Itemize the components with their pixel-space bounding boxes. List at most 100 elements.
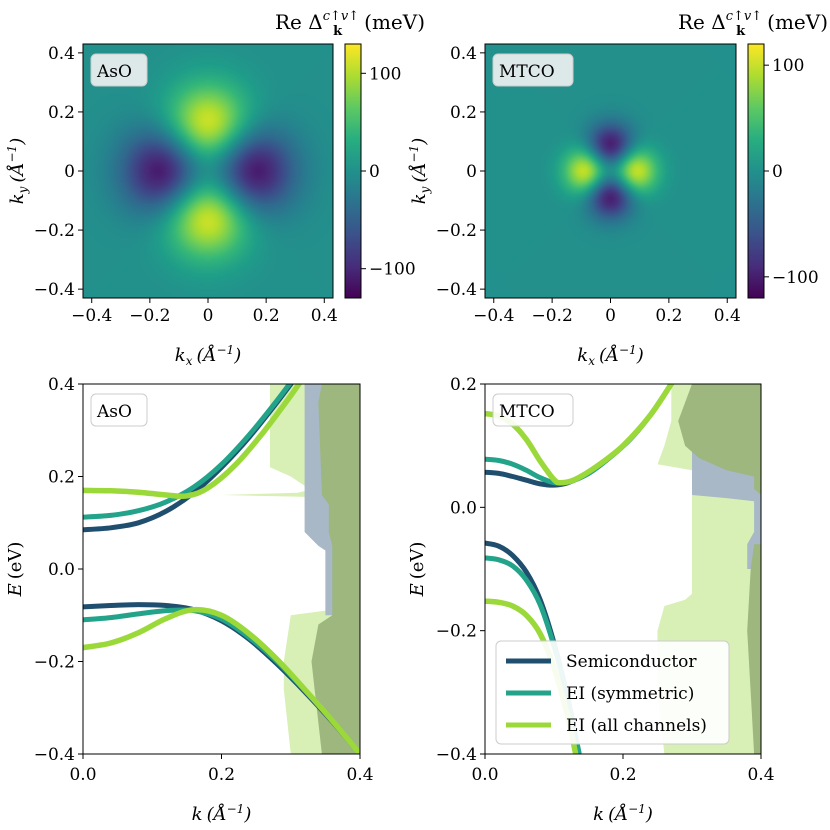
- x-axis-label-unit: (Å: [196, 344, 216, 366]
- band-panel-mtco: 0.0 0.2 0.4 −0.4 −0.2 0.0 0.2 k (Å−1) E (eV) MTCO Se…: [407, 375, 775, 825]
- y-tick-label: 0.2: [450, 375, 477, 395]
- heatmap-panel-aso: −0.4 −0.2 0 0.2 0.4−0.4−0.200.20.4kx (Å−1)ky(…: [5, 9, 425, 368]
- panel-label: MTCO: [499, 62, 555, 82]
- y-axis-label-unit: (eV): [407, 542, 428, 580]
- y-tick-label: 0.4: [48, 44, 75, 64]
- colorbar: [747, 43, 765, 299]
- y-tick-label: −0.2: [436, 622, 477, 642]
- y-axis-label-symbol: k: [7, 193, 28, 204]
- x-tick-label: 0.4: [747, 765, 774, 785]
- x-axis-label-symbol: k: [593, 804, 604, 825]
- y-axis-label-symbol: E: [407, 583, 428, 597]
- panel-label: AsO: [96, 62, 132, 82]
- x-axis-label: kx (Å−1): [577, 343, 643, 368]
- y-tick-label: 0.2: [48, 103, 75, 123]
- x-axis-label-symbol: k: [577, 345, 588, 366]
- dos-fill-fill-dark-green: [311, 384, 360, 754]
- colorbar-tick-label: 100: [369, 64, 401, 84]
- colorbar-tick-label: 0: [772, 162, 783, 182]
- x-axis-label: k (Å−1): [593, 802, 653, 825]
- panel-label-box: [90, 393, 148, 427]
- plot-area: [83, 384, 360, 754]
- x-axis-label: k (Å−1): [192, 802, 252, 825]
- colorbar-title-superscript: c↑v↑: [323, 9, 359, 24]
- colorbar-title-main: Re Δ: [678, 10, 726, 34]
- legend-label-semiconductor: Semiconductor: [566, 652, 697, 672]
- x-tick-label: −0.4: [473, 306, 514, 326]
- y-tick-label: −0.2: [34, 221, 75, 241]
- y-tick-label: −0.4: [34, 280, 75, 300]
- y-axis-label-unit: (Å: [408, 163, 430, 183]
- legend-label-ei-all: EI (all channels): [566, 716, 707, 736]
- panel-label-box: [90, 53, 148, 87]
- y-axis-label-symbol: E: [5, 583, 26, 597]
- legend-label-ei-symmetric: EI (symmetric): [566, 684, 694, 704]
- dos-fill-fill-dark-green: [747, 544, 761, 754]
- x-axis-label-symbol: k: [175, 345, 186, 366]
- legend: Semiconductor EI (symmetric) EI (all chann…: [495, 640, 730, 745]
- y-axis-label-subscript: y: [418, 186, 432, 194]
- y-tick-label: 0.0: [450, 498, 477, 518]
- x-axis-label-unit: (Å: [608, 803, 628, 825]
- x-tick-label: 0.4: [311, 306, 338, 326]
- colorbar-title-main: Re Δ: [275, 10, 323, 34]
- x-tick-label: −0.4: [71, 306, 112, 326]
- y-axis-label-subscript: y: [16, 186, 30, 194]
- band-line-ei-all-valence: [83, 606, 360, 754]
- y-tick-label: 0: [466, 162, 477, 182]
- colorbar-title: Re Δc↑v↑ k (meV): [275, 9, 425, 39]
- y-axis-label: ky(Å−1): [5, 138, 30, 204]
- x-tick-label: −0.2: [129, 306, 170, 326]
- y-tick-label: 0.4: [450, 44, 477, 64]
- x-axis-label-exponent: −1: [217, 343, 235, 357]
- y-tick-label: 0.4: [48, 375, 75, 395]
- x-tick-label: 0: [605, 306, 616, 326]
- x-tick-label: 0.0: [471, 765, 498, 785]
- y-tick-label: −0.2: [34, 653, 75, 673]
- x-axis-label-exponent: −1: [619, 343, 637, 357]
- y-axis-label-exponent: −1: [407, 145, 421, 163]
- x-axis-label-exponent: −1: [227, 802, 245, 816]
- y-tick-label: −0.4: [436, 745, 477, 765]
- x-tick-label: 0: [203, 306, 214, 326]
- y-axis-label-exponent: −1: [5, 145, 19, 163]
- x-tick-label: 0.4: [346, 765, 373, 785]
- x-axis-label-exponent: −1: [628, 802, 646, 816]
- y-axis-label: E (eV): [407, 542, 428, 598]
- x-axis-label-unit: (Å: [207, 803, 227, 825]
- x-tick-label: 0.2: [253, 306, 280, 326]
- x-tick-label: 0.0: [69, 765, 96, 785]
- x-tick-label: −0.2: [531, 306, 572, 326]
- dos-fill-fill-dark-green: [678, 384, 761, 495]
- y-axis-label-symbol: k: [409, 193, 430, 204]
- colorbar-tick-label: 0: [369, 162, 380, 182]
- y-tick-label: 0.2: [450, 103, 477, 123]
- band-line-ei-all-conduction: [83, 384, 303, 500]
- x-tick-label: 0.2: [655, 306, 682, 326]
- y-tick-label: 0: [64, 162, 75, 182]
- panel-label-box: [492, 53, 574, 87]
- y-axis-label-unit: (eV): [5, 542, 26, 580]
- colorbar-title: Re Δc↑v↑ k (meV): [678, 9, 828, 39]
- colorbar-tick-label: −100: [772, 268, 819, 288]
- y-axis-label-unit: (Å: [6, 163, 28, 183]
- colorbar-title-unit: (meV): [364, 10, 425, 34]
- colorbar-title-subscript: k: [333, 24, 343, 39]
- y-axis-label: ky(Å−1): [407, 138, 432, 204]
- colorbar: [344, 43, 362, 299]
- heatmap-panel-mtco: −0.4 −0.2 0 0.2 0.4−0.4−0.200.20.4kx (Å−1)ky(…: [407, 9, 828, 368]
- x-tick-label: 0.2: [208, 765, 235, 785]
- panel-label: MTCO: [499, 402, 555, 422]
- y-axis-label: E (eV): [5, 542, 26, 598]
- band-panel-aso: 0.0 0.2 0.4 −0.4 −0.2 0.0 0.2 0.4 k (Å−1) E (eV) AsO: [5, 375, 374, 825]
- y-tick-label: 0.2: [48, 468, 75, 488]
- y-tick-label: −0.4: [34, 745, 75, 765]
- x-axis-label-subscript: x: [588, 354, 595, 368]
- legend-box: [495, 640, 730, 745]
- colorbar-title-unit: (meV): [767, 10, 828, 34]
- x-axis-label-symbol: k: [192, 804, 203, 825]
- x-tick-label: 0.2: [609, 765, 636, 785]
- colorbar-tick-label: −100: [369, 260, 416, 280]
- x-axis-label-unit: (Å: [599, 344, 619, 366]
